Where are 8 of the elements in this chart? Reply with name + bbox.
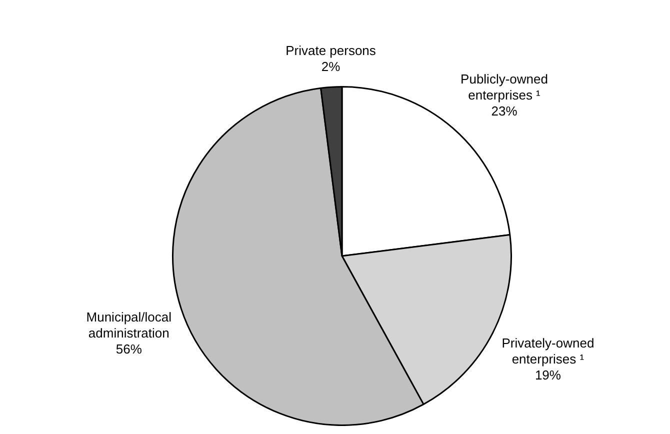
data-label: 23%	[491, 104, 518, 119]
data-label: 2%	[321, 59, 341, 74]
slice-label: Private persons	[286, 43, 376, 58]
slice-label: Municipal/local administration	[86, 309, 172, 340]
slice-label: Privately-owned enterprises ¹	[502, 335, 594, 366]
data-label: 19%	[534, 367, 562, 382]
data-label: 56%	[116, 341, 142, 356]
slice-label: Publicly-owned enterprises ¹	[460, 72, 548, 103]
